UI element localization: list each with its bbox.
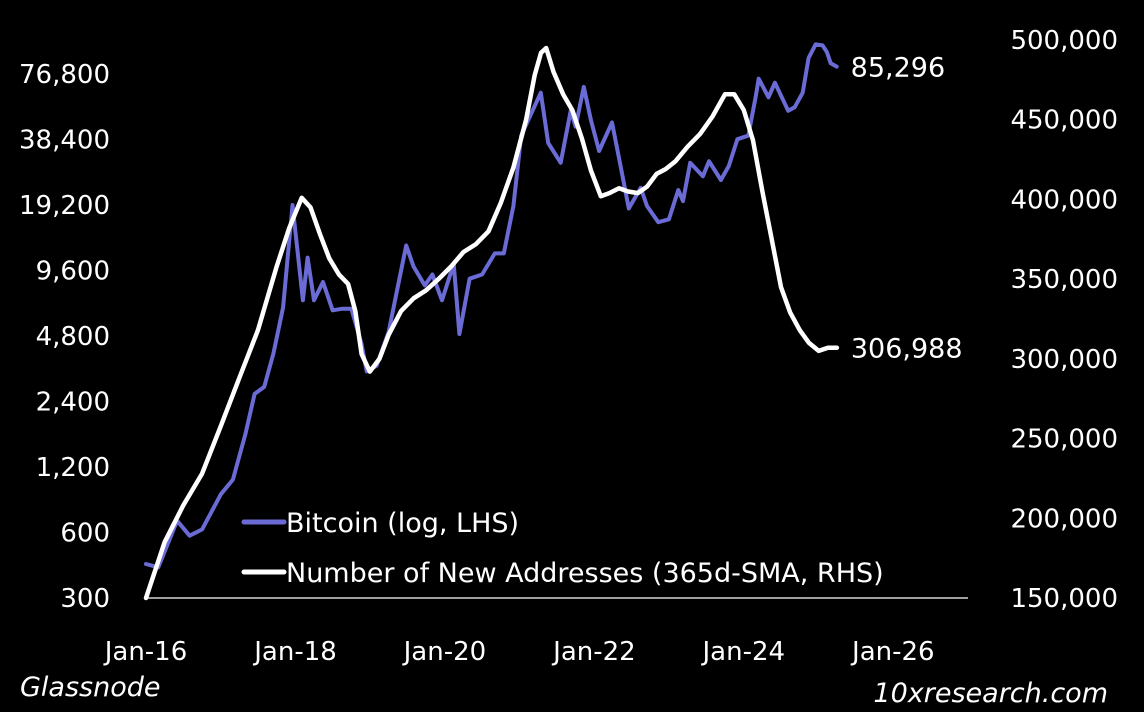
right-tick-label: 400,000 (1010, 185, 1118, 215)
right-axis-ticks: 150,000 200,000 250,000 300,000 350,000 400,0… (1010, 26, 1118, 614)
bitcoin-line-end-label: 85,296 (851, 53, 945, 84)
left-tick-label: 76,800 (19, 60, 110, 90)
source-credit: Glassnode (20, 672, 160, 703)
right-tick-label: 450,000 (1010, 106, 1118, 136)
legend-addresses-label: Number of New Addresses (365d-SMA, RHS) (286, 558, 884, 589)
legend: Bitcoin (log, LHS) Number of New Addresse… (241, 508, 884, 589)
left-tick-label: 1,200 (36, 453, 110, 483)
left-tick-label: 9,600 (36, 256, 110, 286)
x-axis-ticks: Jan-16 Jan-18 Jan-20 Jan-22 Jan-24 Jan-26 (103, 637, 935, 667)
right-tick-label: 150,000 (1010, 584, 1118, 614)
left-axis-ticks: 300 600 1,200 2,400 4,800 9,600 19,200 38,400 76… (19, 60, 110, 614)
x-tick-label: Jan-20 (402, 637, 487, 667)
brand-credit: 10xresearch.com (873, 678, 1108, 709)
left-tick-label: 600 (60, 518, 110, 548)
x-tick-label: Jan-24 (701, 637, 786, 667)
bitcoin-line (144, 42, 839, 570)
left-tick-label: 2,400 (36, 387, 110, 417)
x-tick-label: Jan-16 (103, 637, 188, 667)
left-tick-label: 38,400 (19, 125, 110, 155)
plot-area: 85,296 306,988 (143, 42, 968, 601)
x-tick-label: Jan-26 (850, 637, 935, 667)
right-tick-label: 350,000 (1010, 265, 1118, 295)
x-tick-label: Jan-18 (252, 637, 337, 667)
right-tick-label: 300,000 (1010, 345, 1118, 375)
right-tick-label: 500,000 (1010, 26, 1118, 56)
right-tick-label: 250,000 (1010, 425, 1118, 455)
right-tick-label: 200,000 (1010, 504, 1118, 534)
left-tick-label: 300 (60, 584, 110, 614)
left-tick-label: 19,200 (19, 191, 110, 221)
left-tick-label: 4,800 (36, 322, 110, 352)
x-tick-label: Jan-22 (551, 637, 636, 667)
addresses-line (143, 45, 840, 601)
legend-bitcoin-label: Bitcoin (log, LHS) (286, 508, 519, 539)
addresses-line-end-label: 306,988 (851, 334, 963, 365)
